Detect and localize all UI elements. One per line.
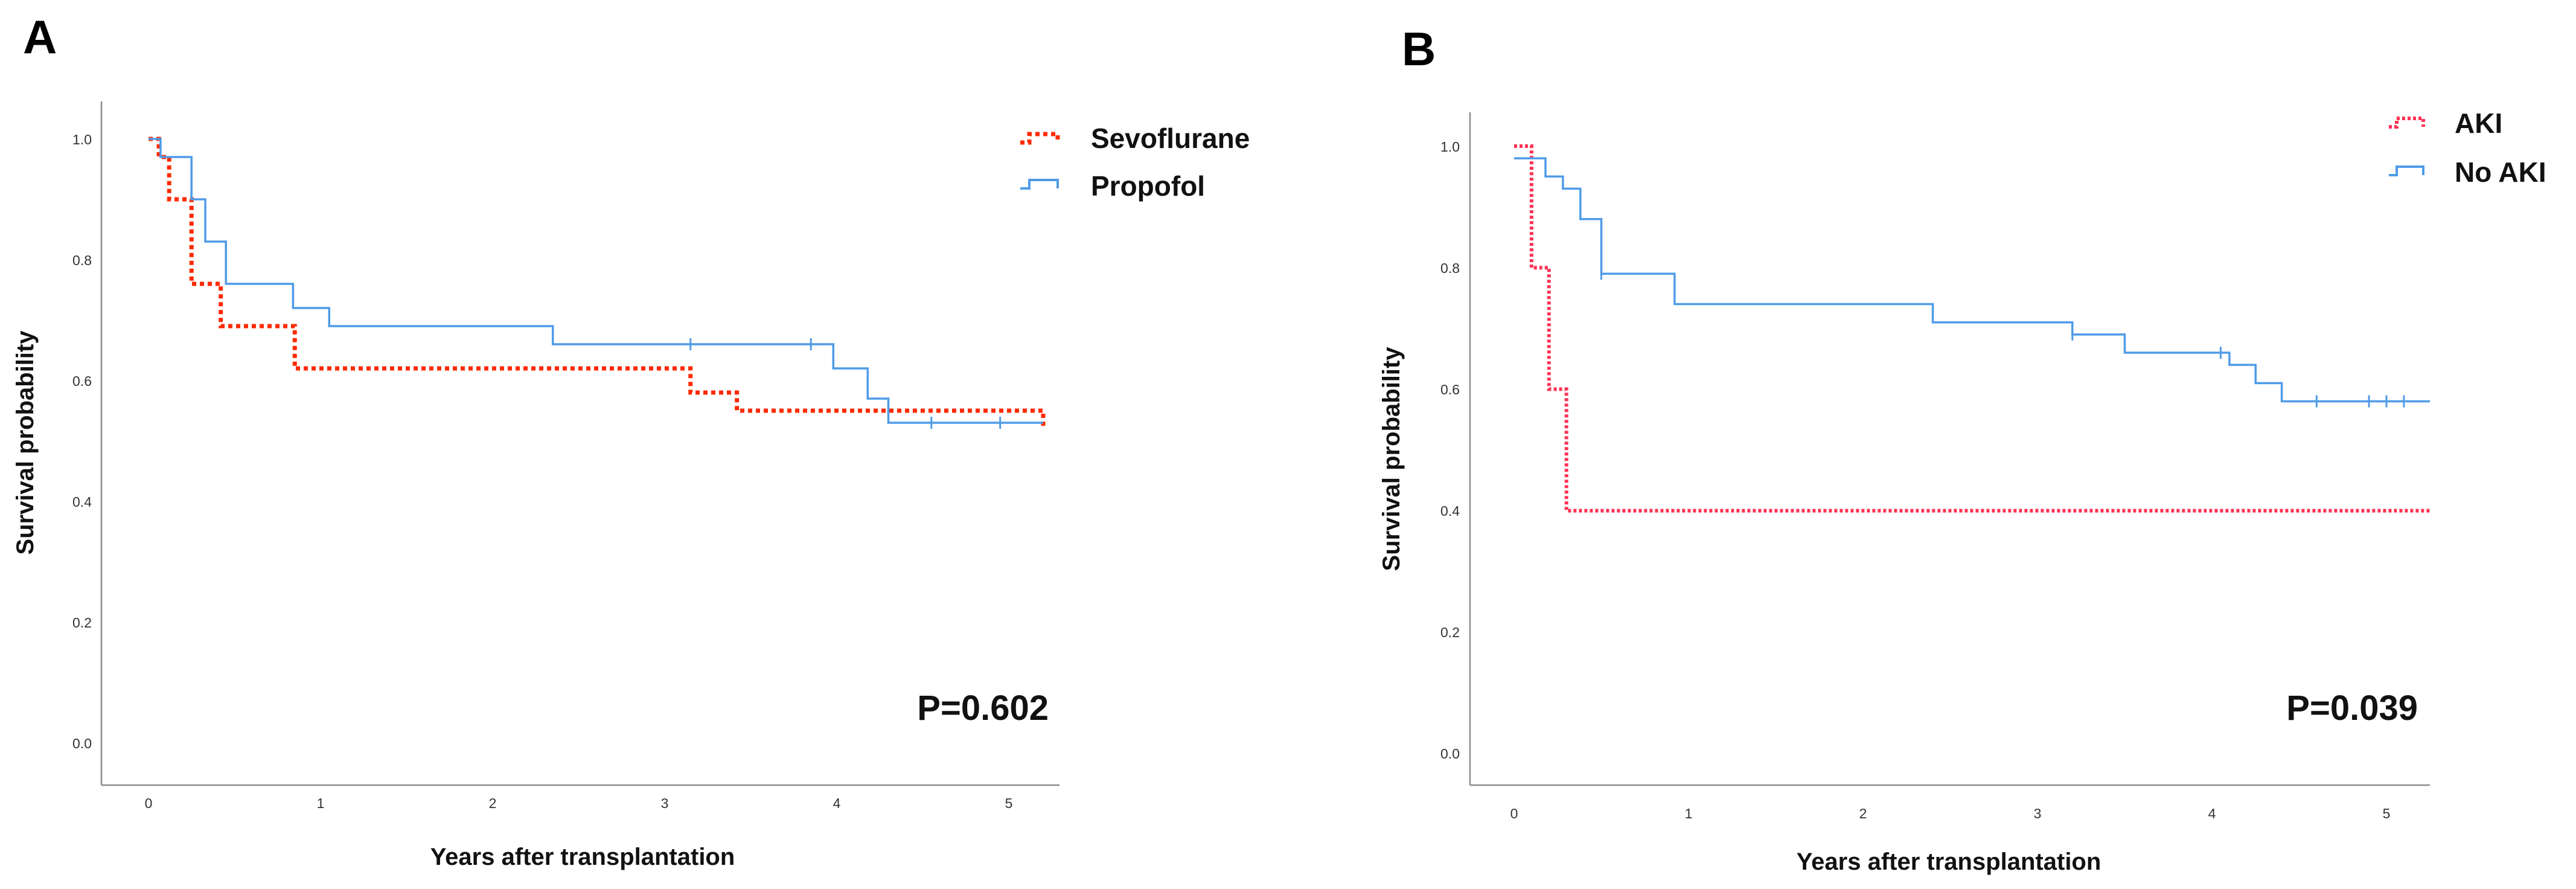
- panel-a-xtick-4: 4: [833, 795, 841, 811]
- legend-propofol-swatch: [1020, 179, 1059, 190]
- legend-propofol-label: Propofol: [1091, 170, 1205, 202]
- panel-b-xtick-1: 1: [1685, 806, 1693, 821]
- panel-a-legend: Sevoflurane Propofol: [1020, 123, 1250, 202]
- legend-sevoflurane-swatch: [1020, 132, 1060, 145]
- legend-sevoflurane-label: Sevoflurane: [1091, 123, 1250, 154]
- panel-a-xtick-1: 1: [317, 795, 325, 811]
- panel-b-ytick-0.2: 0.2: [1440, 624, 1460, 640]
- panel-b-p-value: P=0.039: [2286, 688, 2418, 728]
- panel-a-ytick-0.6: 0.6: [72, 373, 92, 389]
- panel-a-x-axis-label: Years after transplantation: [430, 844, 735, 870]
- panel-b-xtick-5: 5: [2383, 806, 2391, 821]
- panel-a-ytick-0.2: 0.2: [72, 615, 92, 631]
- panel-a-ytick-0.4: 0.4: [72, 494, 92, 510]
- panel-b-series-no-aki-line: [1514, 157, 2430, 403]
- panel-b-ytick-0.0: 0.0: [1440, 746, 1460, 762]
- panel-b-ytick-1.0: 1.0: [1440, 139, 1460, 155]
- panel-a-censor-marks: [689, 338, 1002, 429]
- panel-a-ytick-0.0: 0.0: [72, 736, 92, 751]
- legend-aki-swatch: [2389, 117, 2425, 129]
- legend-no-aki-label: No AKI: [2455, 156, 2546, 188]
- panel-b-xtick-0: 0: [1510, 806, 1518, 821]
- panel-b-ytick-0.4: 0.4: [1440, 503, 1460, 519]
- legend-no-aki-swatch: [2389, 165, 2424, 176]
- panel-a-y-axis-label: Survival probability: [12, 330, 39, 555]
- panel-a-xtick-2: 2: [489, 795, 497, 811]
- panel-a: A 1.0 0.8 0.6 0.4 0.2 0.0 0 1 2 3 4 5 Ye…: [12, 10, 1250, 870]
- panel-a-ytick-1.0: 1.0: [72, 132, 92, 147]
- panel-b-censor-marks: [1600, 268, 2405, 408]
- panel-b-legend: AKI No AKI: [2389, 108, 2546, 188]
- panel-b-xtick-2: 2: [1859, 806, 1867, 821]
- panel-b: B 1.0 0.8 0.6 0.4 0.2 0.0 0 1 2 3 4 5 Ye…: [1378, 22, 2546, 875]
- panel-b-xtick-4: 4: [2208, 806, 2216, 821]
- panel-b-x-axis-label: Years after transplantation: [1797, 849, 2101, 875]
- panel-b-letter: B: [1402, 22, 1436, 75]
- panel-a-p-value: P=0.602: [917, 688, 1049, 728]
- panel-b-ytick-0.8: 0.8: [1440, 260, 1460, 276]
- panel-b-ytick-0.6: 0.6: [1440, 382, 1460, 397]
- panel-b-y-axis-label: Survival probability: [1378, 347, 1405, 571]
- panel-a-series-propofol-line: [149, 138, 1043, 424]
- panel-a-xtick-5: 5: [1005, 795, 1013, 811]
- panel-a-xtick-0: 0: [145, 795, 153, 811]
- panel-a-letter: A: [23, 10, 57, 63]
- legend-aki-label: AKI: [2455, 108, 2502, 139]
- panel-b-xtick-3: 3: [2034, 806, 2042, 821]
- panel-a-xtick-3: 3: [661, 795, 669, 811]
- panel-a-ytick-0.8: 0.8: [72, 252, 92, 268]
- panel-b-series-aki-line: [1514, 144, 2430, 513]
